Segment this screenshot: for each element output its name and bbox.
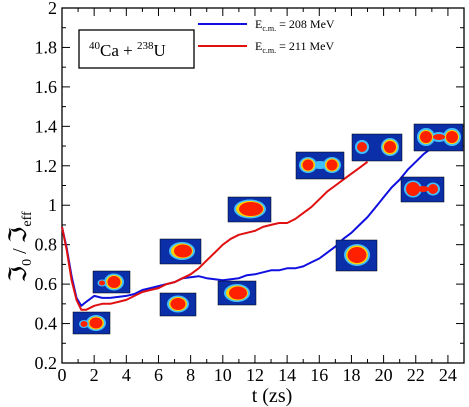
- reaction-z1: 40: [89, 40, 101, 52]
- legend-211-sub: c.m.: [262, 46, 276, 55]
- reaction-label-box: [78, 29, 195, 69]
- y-axis-title-sub1: eff: [20, 211, 35, 227]
- x-axis-title: t (zs): [252, 385, 293, 407]
- y-axis-title-main2: ℑ: [6, 227, 32, 244]
- y-tick-label: 1.8: [35, 37, 58, 57]
- density-snapshot-5: [227, 196, 272, 223]
- density-snapshot-8: [335, 239, 378, 272]
- x-tick-label: 4: [122, 365, 131, 385]
- y-axis-title-slash: /: [9, 243, 31, 259]
- y-tick-label: 0.4: [35, 314, 58, 334]
- x-tick-label: 0: [58, 365, 67, 385]
- x-tick-label: 10: [214, 365, 232, 385]
- density-snapshot-10: [400, 176, 445, 203]
- reaction-label: 40Ca + 238U: [89, 40, 166, 60]
- x-tick-label: 16: [310, 365, 328, 385]
- density-snapshot-3: [159, 238, 202, 265]
- density-snapshot-9: [351, 133, 403, 162]
- reaction-el2: U: [153, 41, 165, 60]
- series-line-1: [61, 161, 369, 311]
- legend-label-211: Ec.m. = 211 MeV: [255, 39, 334, 55]
- density-snapshot-4: [159, 292, 197, 317]
- series-layer: [61, 147, 433, 311]
- density-snapshot-6: [217, 280, 257, 306]
- x-tick-label: 22: [407, 365, 425, 385]
- axis-ticks: [61, 7, 465, 364]
- x-tick-label: 12: [246, 365, 264, 385]
- x-tick-label: 14: [278, 365, 296, 385]
- y-tick-label: 1.4: [35, 116, 58, 136]
- legend-211-value: = 211 MeV: [276, 39, 334, 53]
- x-tick-label: 18: [342, 365, 360, 385]
- legend-208-value: = 208 MeV: [276, 17, 335, 31]
- density-snapshot-7: [295, 151, 345, 180]
- x-tick-label: 24: [439, 365, 457, 385]
- legend-208-main: E: [255, 17, 262, 31]
- reaction-plus: +: [119, 41, 137, 60]
- density-snapshot-11: [413, 123, 464, 152]
- series-line-0: [61, 147, 433, 307]
- legend: Ec.m. = 208 MeV Ec.m. = 211 MeV: [198, 17, 335, 55]
- y-tick-label: 1.6: [35, 77, 58, 97]
- density-snapshot-1: [72, 311, 111, 335]
- x-tick-label: 8: [186, 365, 195, 385]
- x-tick-label: 20: [375, 365, 393, 385]
- x-tick-label: 2: [90, 365, 99, 385]
- x-tick-label: 6: [154, 365, 163, 385]
- legend-label-208: Ec.m. = 208 MeV: [255, 17, 335, 33]
- y-tick-label: 0.2: [35, 353, 58, 373]
- y-tick-label: 2: [48, 0, 57, 18]
- reaction-el1: Ca: [100, 41, 119, 60]
- density-snapshot-2: [92, 270, 131, 294]
- y-tick-label: 1.2: [35, 156, 58, 176]
- reaction-z2: 238: [137, 40, 154, 52]
- density-snapshots: [72, 123, 464, 335]
- legend-208-sub: c.m.: [262, 24, 276, 33]
- axis-tick-labels: 0 2 4 6 8 10 12 14 16 18 20 22 240.20.40.60.811.21.4…: [35, 0, 457, 385]
- y-axis-title-main: ℑ: [6, 266, 32, 283]
- y-tick-label: 1: [48, 195, 57, 215]
- y-tick-label: 0.6: [35, 274, 58, 294]
- y-tick-label: 0.8: [35, 235, 58, 255]
- y-axis-title-sub0: 0: [20, 259, 35, 266]
- legend-211-main: E: [255, 39, 262, 53]
- y-axis-title: ℑ0 / ℑeff: [6, 211, 35, 283]
